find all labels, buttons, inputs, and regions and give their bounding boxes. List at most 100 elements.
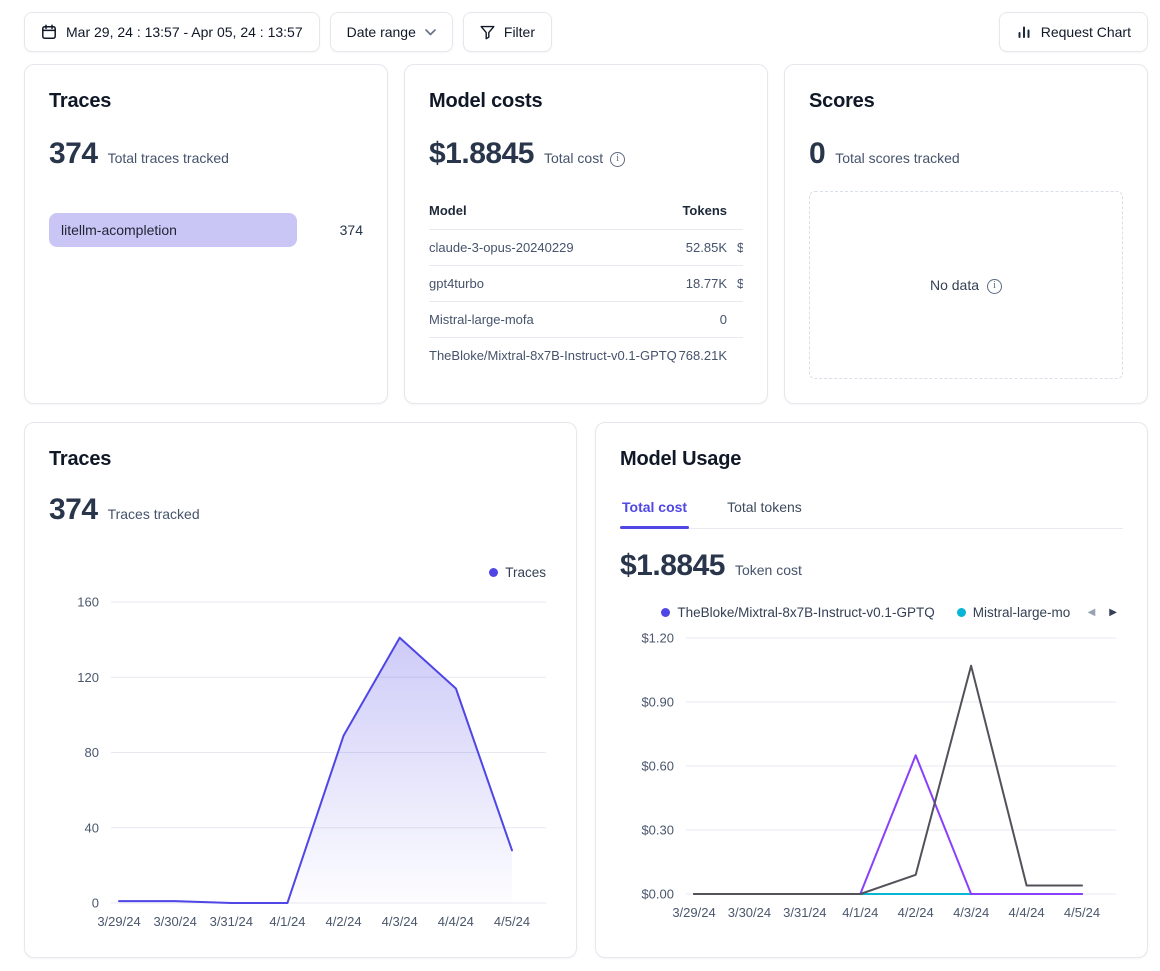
legend-item-label: Traces (505, 565, 546, 580)
filter-icon (480, 25, 495, 40)
traces-metric: 374 Total traces tracked (49, 139, 363, 169)
y-tick-label: $0.00 (641, 887, 674, 902)
top-card-row: Traces 374 Total traces tracked litellm-… (24, 64, 1148, 404)
legend-item-label: TheBloke/Mixtral-8x7B-Instruct-v0.1-GPTQ (677, 605, 935, 620)
legend-item: Traces (489, 565, 546, 580)
table-row: Mistral-large-mofa 0 (429, 301, 743, 338)
x-tick-label: 4/3/24 (382, 914, 418, 929)
token-cost-metric-value: $1.8845 (620, 549, 725, 582)
traces-metric-label: Total traces tracked (107, 150, 229, 166)
x-tick-label: 4/3/24 (953, 905, 989, 920)
legend-pagination (1086, 606, 1119, 620)
y-tick-label: $1.20 (641, 631, 674, 646)
model-costs-title: Model costs (429, 90, 543, 112)
traces-chart-metric-label: Traces tracked (107, 506, 200, 522)
traces-chart-metric: 374 Traces tracked (49, 495, 552, 525)
token-cost-metric-label: Token cost (734, 562, 802, 578)
chevron-down-icon (425, 28, 436, 36)
y-tick-label: $0.60 (641, 759, 674, 774)
model-column-header: Model (429, 203, 467, 218)
request-chart-button[interactable]: Request Chart (998, 12, 1148, 52)
table-row: TheBloke/Mixtral-8x7B-Instruct-v0.1-GPTQ… (429, 337, 743, 373)
info-icon[interactable] (610, 151, 626, 167)
scores-metric-value: 0 (809, 137, 826, 170)
tokens-cell: 768.21K (678, 337, 727, 373)
traces-chart-metric-value: 374 (49, 493, 98, 526)
legend-dot-icon (489, 568, 499, 577)
model-usage-title: Model Usage (620, 448, 742, 470)
tab-total-tokens[interactable]: Total tokens (727, 499, 802, 515)
x-tick-label: 3/29/24 (97, 914, 140, 929)
date-range-dropdown-label: Date range (346, 24, 416, 40)
y-tick-label: 40 (85, 820, 99, 835)
model-usage-legend: TheBloke/Mixtral-8x7B-Instruct-v0.1-GPTQ… (620, 605, 1123, 620)
legend-items: TheBloke/Mixtral-8x7B-Instruct-v0.1-GPTQ… (624, 605, 1080, 620)
no-data-label: No data (929, 277, 980, 293)
table-row: gpt4turbo 18.77K $ (429, 265, 743, 302)
model-costs-metric-label-text: Total cost (543, 150, 604, 166)
toolbar: Mar 29, 24 : 13:57 - Apr 05, 24 : 13:57 … (24, 12, 1148, 52)
x-tick-label: 3/29/24 (672, 905, 715, 920)
legend-dot-icon (956, 608, 966, 617)
y-tick-label: 80 (85, 745, 99, 760)
scores-title: Scores (809, 90, 875, 112)
request-chart-label: Request Chart (1040, 24, 1131, 40)
scores-card: Scores 0 Total scores tracked No data (784, 64, 1148, 404)
model-name-cell: Mistral-large-mofa (429, 301, 679, 338)
trace-name-count: 374 (339, 222, 363, 238)
date-range-dropdown[interactable]: Date range (329, 12, 453, 52)
scores-metric: 0 Total scores tracked (809, 139, 1123, 169)
model-usage-line-chart[interactable]: $0.00 $0.30 $0.60 $0.90 $1.20 3/29/24 3/30/24 3… (620, 624, 1124, 924)
cost-cell (727, 337, 743, 373)
x-tick-label: 4/5/24 (494, 914, 530, 929)
no-data-placeholder: No data (809, 191, 1123, 379)
x-tick-label: 4/1/24 (269, 914, 305, 929)
tokens-cell: 0 (678, 301, 727, 338)
tokens-cell: 18.77K (678, 265, 727, 302)
token-cost-metric: $1.8845 Token cost (620, 551, 1123, 581)
legend-item: Mistral-large-mo (956, 605, 1070, 620)
legend-prev-button[interactable] (1086, 606, 1098, 620)
series-line (693, 664, 1083, 895)
y-tick-label: $0.90 (641, 695, 674, 710)
table-row: claude-3-opus-20240229 52.85K $ (429, 229, 743, 266)
trace-name-label: litellm-acompletion (61, 222, 177, 238)
traces-card-title: Traces (49, 90, 112, 112)
y-tick-label: 120 (77, 670, 99, 685)
traces-summary-card: Traces 374 Total traces tracked litellm-… (24, 64, 388, 404)
trace-name-bar-row: litellm-acompletion 374 (49, 213, 363, 247)
x-tick-label: 4/4/24 (438, 914, 474, 929)
model-name-cell: claude-3-opus-20240229 (429, 229, 679, 266)
model-costs-metric: $1.8845 Total cost (429, 139, 743, 169)
x-tick-label: 3/30/24 (728, 905, 771, 920)
cost-column-header (727, 203, 743, 230)
legend-item: TheBloke/Mixtral-8x7B-Instruct-v0.1-GPTQ (661, 605, 935, 620)
x-tick-label: 4/4/24 (1008, 905, 1044, 920)
filter-button[interactable]: Filter (462, 12, 553, 52)
model-usage-card: Model Usage Total cost Total tokens $1.8… (595, 422, 1148, 958)
table-header-row: Model Tokens (429, 203, 743, 230)
tab-total-cost[interactable]: Total cost (620, 487, 690, 529)
date-range-value: Mar 29, 24 : 13:57 - Apr 05, 24 : 13:57 (66, 24, 303, 40)
date-range-picker-button[interactable]: Mar 29, 24 : 13:57 - Apr 05, 24 : 13:57 (24, 12, 320, 52)
model-costs-metric-label: Total cost (543, 150, 626, 167)
cost-cell: $ (727, 265, 743, 302)
x-tick-label: 3/31/24 (783, 905, 826, 920)
traces-chart-title: Traces (49, 448, 112, 470)
filter-button-label: Filter (503, 24, 536, 40)
traces-line-chart[interactable]: 0 40 80 120 160 3/29/24 3/30/24 3/31/24 4/1/24 4/… (49, 588, 554, 933)
x-tick-label: 4/2/24 (325, 914, 361, 929)
legend-dot-icon (661, 608, 671, 617)
tokens-column-header: Tokens (682, 203, 727, 218)
traces-metric-value: 374 (49, 137, 98, 170)
cost-cell (727, 301, 743, 338)
x-tick-label: 4/1/24 (842, 905, 878, 920)
model-costs-table-wrap: Model Tokens claude-3-opus-20240229 52.8… (429, 203, 743, 373)
model-name-cell: TheBloke/Mixtral-8x7B-Instruct-v0.1-GPTQ (429, 337, 679, 373)
y-tick-label: $0.30 (641, 823, 674, 838)
trace-name-bar[interactable]: litellm-acompletion (49, 213, 298, 247)
legend-next-button[interactable] (1107, 606, 1119, 620)
traces-chart-card: Traces 374 Traces tracked Traces 0 40 80 12… (24, 422, 577, 958)
info-icon[interactable] (987, 278, 1003, 294)
